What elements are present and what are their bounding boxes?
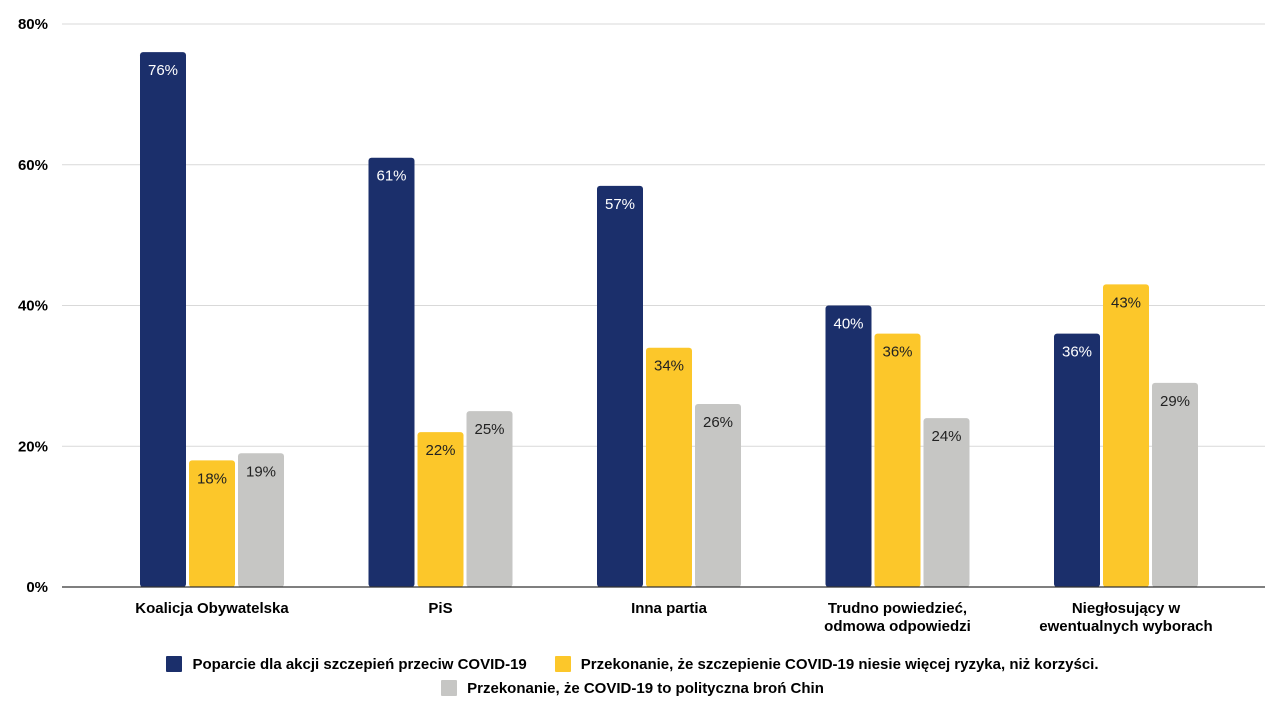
bar — [825, 305, 872, 587]
data-label: 76% — [148, 62, 178, 79]
legend-item-support: Poparcie dla akcji szczepień przeciw COV… — [166, 655, 527, 673]
data-label: 61% — [376, 168, 406, 185]
x-axis: Koalicja Obywatelska PiS Inna partia Trudno… — [62, 586, 1265, 635]
bar — [874, 333, 921, 587]
data-label: 18% — [197, 470, 227, 487]
bar-chart: 0% 20% 40% 60% 80% 76% 18% 19% 61% 22% 25% 57% 34% 2… — [18, 16, 1265, 635]
y-axis: 0% 20% 40% 60% 80% — [18, 16, 48, 596]
category-label: Inna partia — [631, 600, 708, 617]
legend-row-2: Przekonanie, że COVID-19 to polityczna b… — [0, 676, 1265, 700]
y-tick-label: 0% — [26, 579, 48, 596]
data-label: 34% — [654, 358, 684, 375]
data-label: 19% — [246, 463, 276, 480]
legend-swatch-china — [441, 680, 458, 696]
legend-label-support: Poparcie dla akcji szczepień przeciw COV… — [192, 655, 527, 673]
data-label: 26% — [703, 414, 733, 431]
bar — [1103, 284, 1149, 587]
bar — [238, 453, 284, 587]
data-label: 57% — [605, 196, 635, 213]
bar — [923, 418, 970, 587]
y-tick-label: 80% — [18, 16, 48, 33]
bar — [1054, 333, 1100, 587]
data-label: 25% — [474, 421, 504, 438]
bar — [695, 404, 741, 587]
data-label: 36% — [882, 344, 912, 361]
category-label-line: odmowa odpowiedzi — [824, 618, 971, 635]
legend: Poparcie dla akcji szczepień przeciw COV… — [0, 652, 1265, 700]
data-label: 43% — [1111, 294, 1141, 311]
y-tick-label: 20% — [18, 438, 48, 455]
bar — [368, 157, 415, 587]
category-label-line: Niegłosujący w — [1072, 600, 1181, 617]
legend-row-1: Poparcie dla akcji szczepień przeciw COV… — [0, 652, 1265, 676]
bar — [417, 432, 464, 587]
bar — [189, 460, 235, 587]
bar — [597, 185, 643, 588]
data-label: 22% — [425, 442, 455, 459]
y-tick-label: 60% — [18, 157, 48, 174]
legend-label-risk: Przekonanie, że szczepienie COVID-19 nie… — [580, 655, 1099, 673]
y-tick-label: 40% — [18, 298, 48, 315]
bar — [646, 347, 692, 587]
legend-item-china: Przekonanie, że COVID-19 to polityczna b… — [441, 680, 824, 697]
data-label: 40% — [833, 316, 863, 333]
legend-swatch-support — [166, 656, 183, 672]
bar — [1152, 382, 1198, 587]
legend-swatch-risk — [554, 656, 571, 672]
category-label-line: PiS — [428, 600, 452, 617]
bars: 76% 18% 19% 61% 22% 25% 57% 34% 26% 40% 36% 24% 36% 4… — [140, 52, 1198, 588]
category-label-line: Trudno powiedzieć, — [828, 600, 967, 617]
category-label-line: Inna partia — [631, 600, 708, 617]
category-label-line: ewentualnych wyborach — [1039, 618, 1212, 635]
category-label: Trudno powiedzieć, odmowa odpowiedzi — [824, 600, 971, 635]
data-label: 24% — [931, 428, 961, 445]
data-label: 29% — [1160, 393, 1190, 410]
legend-label-china: Przekonanie, że COVID-19 to polityczna b… — [467, 679, 824, 697]
category-label: Niegłosujący w ewentualnych wyborach — [1039, 600, 1212, 635]
category-label-line: Koalicja Obywatelska — [135, 600, 289, 617]
data-label: 36% — [1062, 344, 1092, 361]
category-label: PiS — [428, 600, 452, 617]
bar — [140, 52, 186, 587]
bar — [466, 411, 513, 587]
legend-item-risk: Przekonanie, że szczepienie COVID-19 nie… — [554, 655, 1099, 673]
category-label: Koalicja Obywatelska — [135, 600, 289, 617]
